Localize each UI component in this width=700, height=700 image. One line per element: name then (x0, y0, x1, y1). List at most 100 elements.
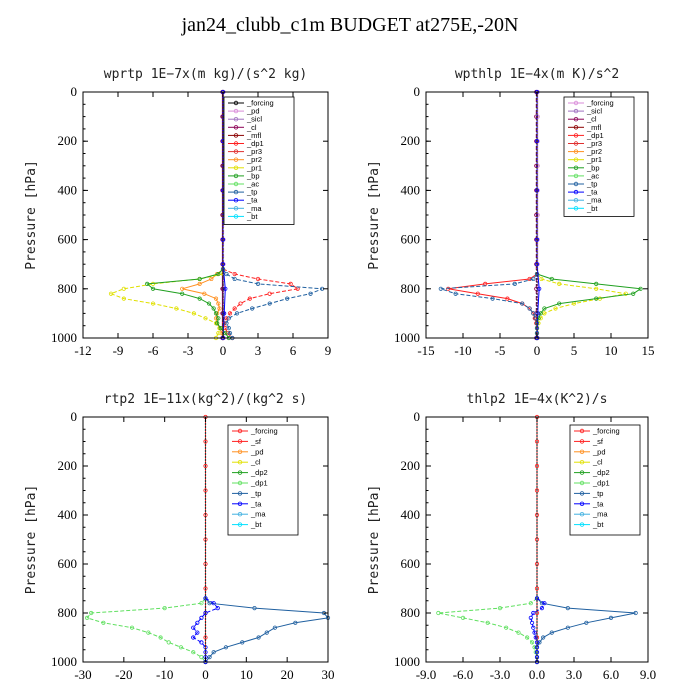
x-tick-label: -5 (495, 343, 506, 358)
data-point (162, 605, 167, 611)
y-tick-label: 200 (401, 133, 421, 148)
legend-entry: _ac (586, 171, 599, 180)
series-line (536, 597, 636, 662)
legend-marker (237, 460, 243, 465)
data-point (529, 640, 535, 645)
data-point (285, 296, 290, 301)
panel-1: wprtp 1E−7x(m kg)/(s^2 kg) Pressure [hPa]… (24, 67, 331, 358)
data-point (191, 635, 196, 640)
data-point (224, 321, 229, 326)
legend-marker (579, 449, 585, 454)
legend-entry: _bt (250, 520, 262, 529)
legend-entry: _dp1 (250, 479, 268, 488)
legend-marker (233, 116, 239, 122)
data-point (538, 311, 543, 316)
series-line (109, 273, 224, 339)
x-tick-label: 15 (642, 343, 655, 358)
legend-marker (233, 100, 239, 106)
y-axis-label: Pressure [hPa] (24, 160, 39, 270)
legend-marker (237, 491, 243, 496)
legend-marker (233, 181, 239, 187)
legend-entry: _dp1 (586, 131, 604, 140)
legend-box (223, 96, 295, 225)
data-point (504, 625, 509, 630)
data-point (216, 271, 221, 277)
data-point (224, 271, 229, 277)
legend-marker (573, 108, 579, 114)
data-point (227, 330, 233, 336)
y-tick-label: 600 (401, 556, 421, 571)
legend-marker (579, 439, 585, 444)
x-tick-label: 6 (290, 343, 297, 358)
data-point (203, 610, 208, 616)
legend-entry: _ma (586, 196, 602, 205)
data-point (216, 330, 221, 336)
data-point (534, 286, 539, 291)
legend-marker (237, 501, 243, 506)
data-point (240, 640, 245, 645)
legend-entry: _tp (246, 188, 257, 197)
data-point (213, 296, 219, 301)
legend-entry: _mfl (246, 131, 262, 140)
data-point (308, 291, 313, 296)
data-point (222, 311, 227, 316)
series-line (536, 273, 626, 338)
series-line (536, 273, 643, 338)
x-tick-label: -3 (183, 343, 194, 358)
data-point (180, 286, 185, 291)
data-point (191, 625, 196, 630)
data-point (542, 601, 547, 606)
data-point (121, 296, 126, 301)
data-point (234, 311, 240, 316)
x-tick-label: -9 (113, 343, 124, 358)
data-point (158, 635, 163, 640)
data-point (531, 625, 536, 630)
data-point (84, 615, 90, 621)
legend-marker (233, 214, 239, 219)
legend-entry: _forcing (250, 427, 278, 436)
x-tick-label: 0 (534, 343, 541, 358)
legend-entry: _sicl (246, 115, 262, 124)
y-tick-label: 800 (58, 281, 78, 296)
x-tick-label: -3.0 (490, 667, 511, 682)
data-point (255, 276, 261, 282)
data-point (232, 271, 237, 277)
legend-entry: _dp1 (592, 479, 610, 488)
data-point (453, 291, 458, 296)
y-tick-label: 200 (58, 133, 78, 148)
legend-entry: _tp (592, 489, 603, 498)
data-point (537, 640, 542, 645)
data-point (195, 620, 200, 625)
legend-entry: _bt (586, 204, 598, 213)
legend-marker (573, 100, 579, 106)
panel-title: wpthlp 1E−4x(m K)/s^2 (455, 67, 619, 82)
series-line (86, 597, 206, 663)
legend-marker (233, 157, 239, 162)
data-point (101, 620, 106, 625)
data-point (180, 291, 185, 296)
data-point (199, 615, 204, 621)
legend-entry: _pr1 (246, 163, 262, 172)
data-point (534, 139, 540, 144)
legend-entry: _tp (586, 180, 597, 189)
legend-entry: _bp (586, 163, 600, 172)
data-point (485, 620, 490, 625)
data-point (150, 286, 156, 291)
data-point (497, 605, 503, 611)
data-point (520, 301, 525, 306)
legend-entry: _ac (246, 180, 259, 189)
legend-marker (573, 133, 579, 138)
data-point (532, 630, 537, 635)
legend-entry: _pd (592, 447, 606, 456)
y-tick-label: 0 (71, 409, 78, 424)
x-tick-label: 9 (325, 343, 332, 358)
data-point (531, 610, 536, 616)
legend-marker (579, 460, 585, 465)
x-tick-label: -10 (156, 667, 173, 682)
data-point (549, 630, 554, 635)
data-point (516, 630, 521, 635)
data-point (256, 635, 261, 640)
data-point (288, 281, 293, 286)
legend-entry: _pr2 (586, 147, 602, 156)
